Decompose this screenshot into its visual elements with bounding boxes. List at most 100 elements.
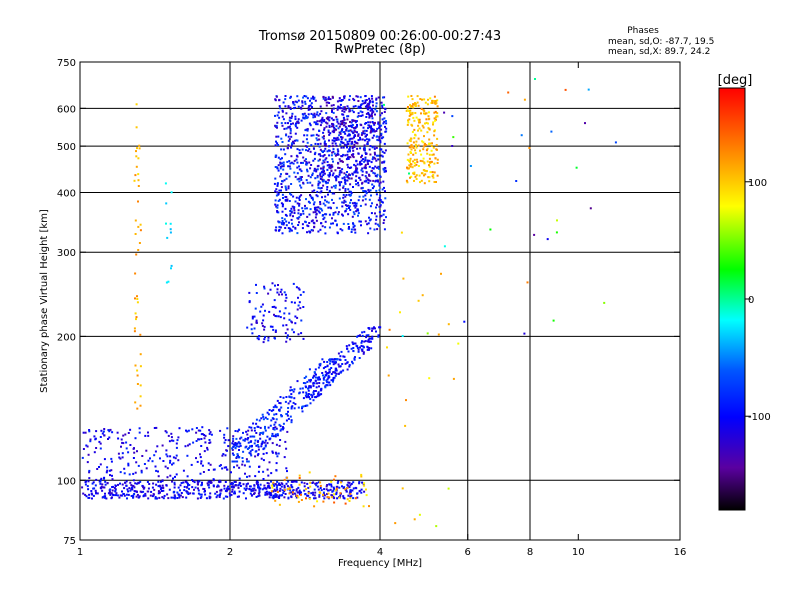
data-point (361, 167, 364, 170)
data-point (119, 471, 122, 474)
data-point (282, 168, 285, 171)
data-point (312, 381, 315, 384)
data-point (114, 488, 117, 491)
data-point (280, 494, 283, 497)
data-point (374, 174, 377, 177)
data-point (367, 106, 370, 109)
data-point (340, 181, 343, 184)
data-point (290, 495, 293, 498)
data-point (375, 189, 378, 192)
x-tick-label: 2 (227, 547, 233, 558)
data-point (274, 177, 277, 180)
data-point (370, 129, 373, 132)
data-point (374, 165, 377, 168)
data-point (313, 505, 316, 508)
data-point (127, 451, 130, 454)
data-point (199, 493, 202, 496)
data-point (136, 407, 139, 410)
data-point (317, 394, 320, 397)
data-point (324, 143, 327, 145)
data-point (373, 172, 376, 175)
data-point (275, 194, 278, 197)
data-point (232, 443, 235, 446)
data-point (173, 483, 176, 486)
data-point (371, 327, 374, 330)
data-point (348, 481, 351, 484)
data-point (311, 106, 313, 109)
data-point (368, 116, 371, 119)
data-point (317, 391, 320, 394)
data-point (374, 157, 377, 160)
data-point (133, 327, 136, 330)
data-point (352, 342, 355, 345)
data-point (362, 352, 365, 355)
data-point (348, 365, 351, 368)
data-point (289, 228, 292, 231)
data-point (378, 197, 381, 199)
data-point (143, 463, 146, 465)
data-point (343, 108, 346, 111)
data-point (260, 443, 263, 446)
data-point (160, 490, 163, 492)
data-point (284, 493, 287, 495)
data-point (135, 461, 138, 464)
data-point (301, 407, 303, 410)
data-point (414, 103, 417, 105)
data-point (164, 430, 167, 433)
data-point (314, 497, 317, 500)
data-point (135, 103, 138, 106)
data-point (314, 390, 317, 392)
data-point (292, 390, 295, 393)
data-point (266, 442, 269, 445)
data-point (274, 306, 277, 309)
data-point (323, 128, 326, 131)
data-point (339, 355, 342, 358)
data-point (329, 362, 331, 365)
data-point (104, 495, 107, 498)
data-point (245, 430, 248, 433)
data-point (231, 452, 234, 455)
data-point (436, 174, 439, 177)
data-point (348, 364, 351, 366)
data-point (132, 496, 134, 499)
data-point (422, 145, 425, 148)
data-point (426, 160, 429, 163)
data-point (319, 207, 322, 210)
data-point (367, 334, 370, 337)
data-point (243, 487, 246, 490)
data-point (339, 228, 342, 231)
data-point (336, 358, 339, 361)
data-point (93, 435, 96, 438)
data-point (315, 482, 318, 485)
data-point (347, 115, 350, 118)
data-point (275, 205, 278, 208)
data-point (284, 213, 287, 216)
data-point (127, 490, 130, 493)
data-point (87, 488, 90, 491)
data-point (301, 113, 304, 116)
data-point (344, 122, 347, 125)
data-point (351, 109, 354, 112)
data-point (140, 491, 143, 494)
data-point (277, 200, 280, 202)
data-point (377, 154, 380, 157)
data-point (348, 486, 351, 489)
data-point (413, 119, 416, 122)
data-point (343, 179, 346, 181)
data-point (246, 438, 249, 441)
data-point (319, 203, 322, 206)
data-point (95, 430, 98, 433)
data-point (195, 440, 198, 442)
data-point (312, 393, 315, 396)
data-point (223, 466, 226, 469)
data-point (324, 99, 327, 102)
data-point (374, 212, 376, 215)
data-point (315, 206, 318, 209)
data-point (250, 323, 253, 326)
data-point (293, 142, 295, 145)
data-point (315, 373, 317, 376)
data-point (287, 105, 290, 108)
data-point (248, 426, 251, 429)
data-point (424, 112, 427, 115)
data-point (258, 335, 261, 338)
